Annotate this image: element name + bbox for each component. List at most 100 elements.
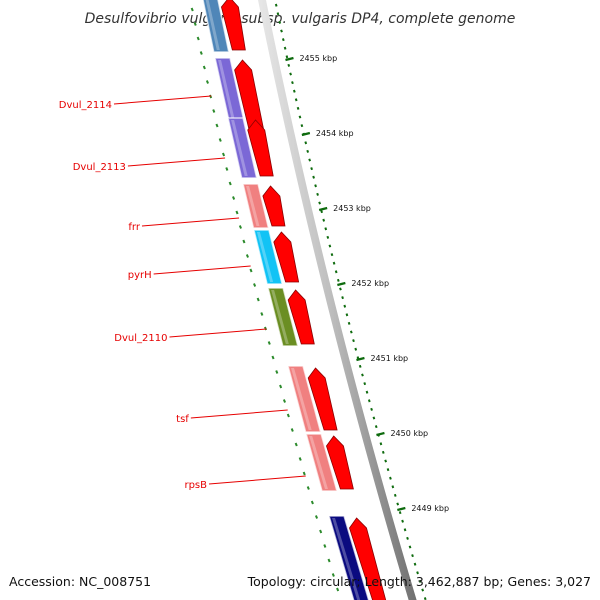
scale-major-tick: [318, 206, 328, 212]
scale-tick: [401, 519, 404, 523]
inner-tick: [327, 558, 331, 563]
scale-tick: [393, 493, 397, 497]
inner-tick: [249, 268, 253, 273]
cds-arrow: [287, 289, 315, 345]
inner-tick: [290, 428, 294, 432]
gene-highlight: [256, 232, 274, 282]
scale-tick: [280, 29, 283, 33]
scale-tick: [276, 12, 280, 16]
scale-tick: [310, 167, 313, 171]
scale-tick: [352, 339, 355, 343]
gene-highlight: [246, 186, 260, 226]
gene-block: [305, 433, 338, 492]
scale-label: 2449 kbp: [411, 504, 449, 513]
leader-line: [113, 95, 212, 105]
scale-ruler: 2455 kbp 2454 kbp 2453 kbp 2452 kbp 2451 kbp…: [274, 3, 449, 600]
gene-highlight: [309, 436, 328, 489]
scale-major-tick: [397, 506, 406, 512]
scale-label: 2450 kbp: [390, 429, 428, 438]
scale-tick: [324, 227, 328, 231]
cds-arrow: [220, 0, 246, 51]
scale-tick: [358, 364, 362, 368]
scale-tick: [316, 192, 319, 196]
leader-line: [127, 157, 226, 167]
scale-tick: [318, 201, 321, 205]
gene-highlight: [332, 518, 361, 600]
scale-tick: [292, 89, 296, 93]
scale-tick: [391, 485, 395, 489]
scale-tick: [372, 416, 376, 420]
gene-block: [252, 229, 284, 285]
scale-tick: [289, 72, 292, 76]
scale-tick: [281, 38, 285, 42]
inner-tick: [323, 544, 327, 548]
gene-block: [202, 0, 230, 53]
accession-text: Accession: NC_008751: [9, 574, 152, 589]
scale-tick: [343, 304, 347, 308]
scale-tick: [287, 63, 291, 67]
scale-tick: [308, 158, 312, 162]
scale-tick: [423, 597, 427, 600]
scale-tick: [332, 261, 336, 265]
gene-label: Dvul_2114: [59, 100, 112, 111]
scale-tick: [274, 3, 278, 7]
scale-tick: [384, 459, 388, 463]
scale-major-tick: [301, 131, 311, 137]
inner-tick: [199, 51, 203, 55]
scale-major-tick: [356, 356, 365, 362]
scale-tick: [398, 511, 402, 515]
inner-tick: [196, 36, 200, 41]
scale-tick: [363, 382, 367, 386]
inner-tick: [286, 413, 290, 418]
genome-summary-text: Topology: circular; Length: 3,462,887 bp…: [247, 574, 591, 589]
inner-tick: [218, 138, 222, 142]
inner-tick: [306, 486, 310, 490]
inner-tick: [235, 210, 239, 215]
cds-arrow: [273, 231, 300, 283]
inner-tick: [294, 442, 298, 447]
inner-tick: [238, 225, 242, 229]
gene-highlight: [291, 368, 312, 430]
inner-tick: [225, 167, 229, 171]
gene-track: [202, 0, 370, 600]
inner-tick: [242, 239, 246, 244]
scale-tick: [421, 588, 425, 592]
scale-tick: [300, 124, 304, 128]
gene-block: [287, 365, 322, 433]
scale-tick: [411, 554, 414, 558]
inner-tick: [212, 109, 216, 113]
scale-tick: [365, 390, 369, 394]
gene-label: tsf: [176, 414, 189, 425]
scale-label: 2453 kbp: [333, 204, 371, 213]
cds-arrow: [326, 435, 354, 490]
gene-label: pyrH: [128, 270, 152, 281]
scale-tick: [285, 55, 289, 59]
scale-tick: [370, 407, 373, 411]
scale-tick: [294, 98, 298, 102]
scale-tick: [328, 244, 332, 248]
inner-tick: [245, 254, 249, 258]
inner-tick: [232, 196, 236, 200]
inner-tick: [215, 123, 219, 128]
inner-tick: [302, 471, 306, 476]
backbone-band: [258, 0, 417, 600]
gene-block: [242, 183, 270, 229]
scale-tick: [396, 502, 400, 506]
scale-label: 2452 kbp: [351, 279, 389, 288]
inner-tick: [228, 181, 232, 186]
scale-tick: [403, 528, 407, 532]
scale-major-tick: [337, 281, 346, 287]
scale-tick: [341, 296, 344, 300]
scale-tick: [326, 235, 330, 239]
scale-tick: [367, 399, 371, 403]
inner-tick: [282, 399, 286, 403]
gene-highlight: [231, 120, 248, 176]
scale-tick: [291, 81, 294, 85]
leader-line: [169, 328, 267, 338]
scale-tick: [374, 425, 378, 429]
scale-tick: [283, 46, 287, 50]
scale-tick: [312, 175, 315, 179]
scale-tick: [314, 184, 317, 188]
